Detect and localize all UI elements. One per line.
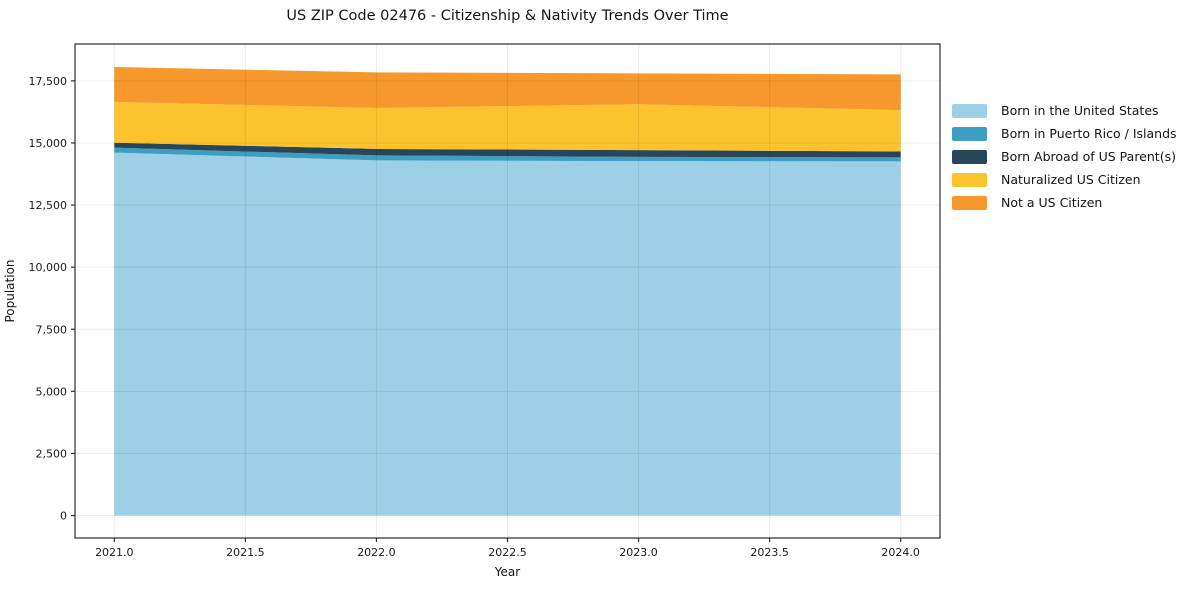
- legend-swatch-icon: [952, 127, 987, 141]
- x-tick-label: 2022.5: [488, 546, 527, 559]
- x-tick-label: 2021.5: [226, 546, 265, 559]
- legend-item-born-in-the-united-states: Born in the United States: [952, 104, 1177, 118]
- legend-swatch-icon: [952, 150, 987, 164]
- legend-label: Naturalized US Citizen: [1001, 172, 1141, 187]
- x-tick-label: 2023.0: [619, 546, 658, 559]
- legend-item-born-in-puerto-rico-islands: Born in Puerto Rico / Islands: [952, 127, 1177, 141]
- x-axis-label: Year: [494, 565, 521, 579]
- area-not-a-us-citizen: [114, 66, 901, 111]
- x-tick-label: 2021.0: [95, 546, 134, 559]
- legend-item-naturalized-us-citizen: Naturalized US Citizen: [952, 173, 1177, 187]
- legend-swatch-icon: [952, 196, 987, 210]
- legend: Born in the United States Born in Puerto …: [952, 104, 1177, 210]
- legend-label: Not a US Citizen: [1001, 195, 1103, 210]
- x-tick-label: 2024.0: [881, 546, 920, 559]
- area-naturalized-us-citizen: [114, 101, 901, 152]
- area-born-abroad-of-us-parent-s: [114, 142, 901, 158]
- legend-swatch-icon: [952, 173, 987, 187]
- legend-label: Born Abroad of US Parent(s): [1001, 149, 1176, 164]
- area-born-in-puerto-rico-islands: [114, 147, 901, 162]
- legend-label: Born in Puerto Rico / Islands: [1001, 126, 1177, 141]
- y-tick-label: 12,500: [29, 199, 68, 212]
- y-tick-label: 0: [60, 510, 67, 523]
- y-tick-label: 5,000: [36, 385, 68, 398]
- y-tick-label: 2,500: [36, 447, 68, 460]
- y-tick-label: 10,000: [29, 261, 68, 274]
- legend-label: Born in the United States: [1001, 103, 1159, 118]
- legend-item-born-abroad-of-us-parent-s: Born Abroad of US Parent(s): [952, 150, 1177, 164]
- chart-title: US ZIP Code 02476 - Citizenship & Nativi…: [286, 8, 729, 24]
- legend-item-not-a-us-citizen: Not a US Citizen: [952, 196, 1177, 210]
- y-tick-label: 15,000: [29, 137, 68, 150]
- y-tick-label: 17,500: [29, 75, 68, 88]
- x-tick-label: 2023.5: [750, 546, 789, 559]
- area-born-in-the-united-states: [114, 152, 901, 516]
- y-axis-label: Population: [3, 259, 17, 323]
- x-tick-label: 2022.0: [357, 546, 396, 559]
- legend-swatch-icon: [952, 104, 987, 118]
- y-tick-label: 7,500: [36, 323, 68, 336]
